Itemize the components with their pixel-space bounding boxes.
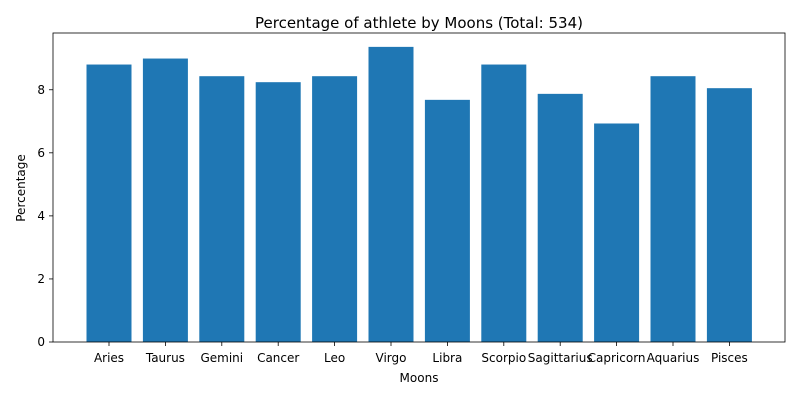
y-axis-ticks: 0 2 4 6 8 [37,83,53,349]
x-axis-ticks: Aries Taurus Gemini Cancer Leo Virgo Libra Scor… [94,342,748,365]
plot-frame [52,32,786,343]
x-tick-label: Libra [432,351,462,365]
bar-virgo [368,46,414,342]
x-tick-label: Virgo [376,351,407,365]
x-tick-label: Cancer [257,351,299,365]
bar-capricorn [594,123,640,342]
bar-gemini [199,76,245,343]
bar-sagittarius [537,93,583,342]
bar-taurus [142,58,188,342]
x-tick-label: Aries [94,351,124,365]
bar-aries [86,64,132,342]
x-tick-label: Sagittarius [528,351,593,365]
x-tick-label: Leo [324,351,345,365]
y-tick-label: 2 [37,272,45,286]
y-axis-label: Percentage [14,154,28,222]
y-tick-label: 8 [37,83,45,97]
bar-libra [424,99,470,342]
x-tick-label: Capricorn [588,351,646,365]
bar-aquarius [650,76,696,343]
x-tick-label: Scorpio [481,351,526,365]
y-tick-label: 4 [37,209,45,223]
x-axis-label: Moons [400,371,439,385]
bar-leo [312,76,358,343]
x-tick-label: Pisces [711,351,748,365]
y-tick-label: 0 [37,335,45,349]
x-tick-label: Aquarius [647,351,700,365]
bars-group [86,46,752,343]
x-tick-label: Taurus [145,351,185,365]
bar-pisces [706,88,752,342]
bar-scorpio [481,64,527,342]
bar-cancer [255,82,301,343]
chart-title: Percentage of athlete by Moons (Total: 5… [255,14,583,32]
y-tick-label: 6 [37,146,45,160]
x-tick-label: Gemini [200,351,243,365]
